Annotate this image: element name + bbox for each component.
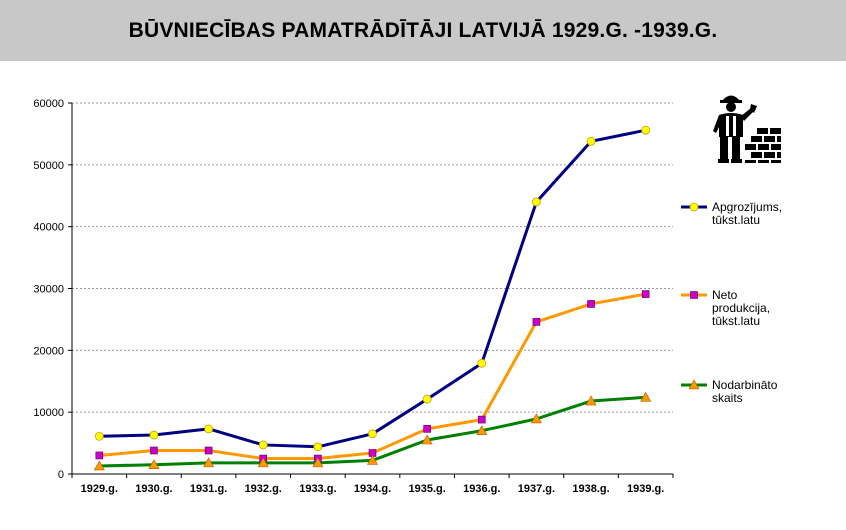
data-point [148, 459, 160, 470]
title-bar: BŪVNIECĪBAS PAMATRĀDĪTĀJI LATVIJĀ 1929.G… [0, 0, 846, 61]
data-point [203, 457, 215, 468]
data-point [641, 125, 651, 135]
data-point [477, 358, 487, 368]
series-lines [99, 128, 646, 468]
y-tick-label: 40000 [33, 222, 64, 234]
data-point [688, 379, 700, 390]
legend-label: Nodarbināto [712, 378, 778, 392]
data-point [476, 425, 488, 436]
x-tick-label: 1929.g. [81, 483, 118, 495]
x-tick-label: 1935.g. [408, 483, 445, 495]
legend-label: tūkst.latu [712, 314, 760, 328]
data-point [586, 136, 596, 146]
data-point [640, 391, 652, 402]
y-tick-label: 50000 [33, 160, 64, 172]
data-point [94, 431, 104, 441]
line-chart: 0 10000 20000 30000 40000 50000 60000 1929.g. 19… [33, 95, 782, 495]
data-point [532, 318, 541, 326]
data-point [689, 202, 699, 212]
data-point [641, 290, 650, 298]
x-tick-label: 1938.g. [572, 483, 609, 495]
y-tick-label: 60000 [33, 98, 64, 110]
data-point [93, 460, 105, 471]
data-point [368, 429, 377, 439]
x-tick-label: 1934.g. [354, 483, 391, 495]
data-point [587, 300, 595, 308]
data-point [313, 442, 323, 452]
data-point [585, 395, 597, 406]
data-point [422, 394, 432, 404]
data-point [204, 446, 213, 455]
data-point [530, 413, 542, 424]
data-point [532, 197, 541, 207]
data-point [690, 291, 698, 299]
x-tick-label: 1939.g. [627, 483, 664, 495]
data-point [477, 415, 486, 424]
x-tick-label: 1932.g. [245, 483, 282, 495]
data-point [257, 457, 269, 468]
legend: Apgrozījums,tūkst.latuNetoprodukcija,tūk… [681, 200, 782, 405]
data-point [95, 451, 104, 460]
data-point [421, 434, 433, 445]
legend-label: produkcija, [712, 301, 770, 315]
data-point [312, 457, 324, 468]
y-tick-label: 20000 [33, 345, 64, 357]
x-tick-label: 1936.g. [463, 483, 500, 495]
legend-label: Apgrozījums, [712, 200, 782, 214]
x-tick-label: 1937.g. [518, 483, 555, 495]
construction-worker-with-bricks-icon [713, 95, 781, 163]
data-point [423, 425, 431, 433]
x-tick-label: 1933.g. [299, 483, 336, 495]
data-point [258, 440, 268, 450]
grid-lines [72, 102, 673, 413]
y-tick-label: 10000 [33, 407, 64, 419]
y-tick-label: 0 [58, 469, 64, 481]
y-tick-label: 30000 [33, 284, 64, 296]
data-point [149, 430, 159, 440]
legend-label: Neto [712, 288, 738, 302]
data-point [366, 454, 379, 465]
x-tick-label: 1930.g. [135, 483, 172, 495]
legend-label: tūkst.latu [712, 213, 760, 227]
legend-label: skaits [712, 391, 743, 405]
data-point [150, 446, 158, 455]
series-markers [93, 125, 652, 471]
x-tick-label: 1931.g. [190, 483, 227, 495]
axes: 0 10000 20000 30000 40000 50000 60000 1929.g. 19… [33, 98, 674, 495]
chart-title: BŪVNIECĪBAS PAMATRĀDĪTĀJI LATVIJĀ 1929.G… [128, 18, 718, 42]
data-point [204, 424, 213, 434]
